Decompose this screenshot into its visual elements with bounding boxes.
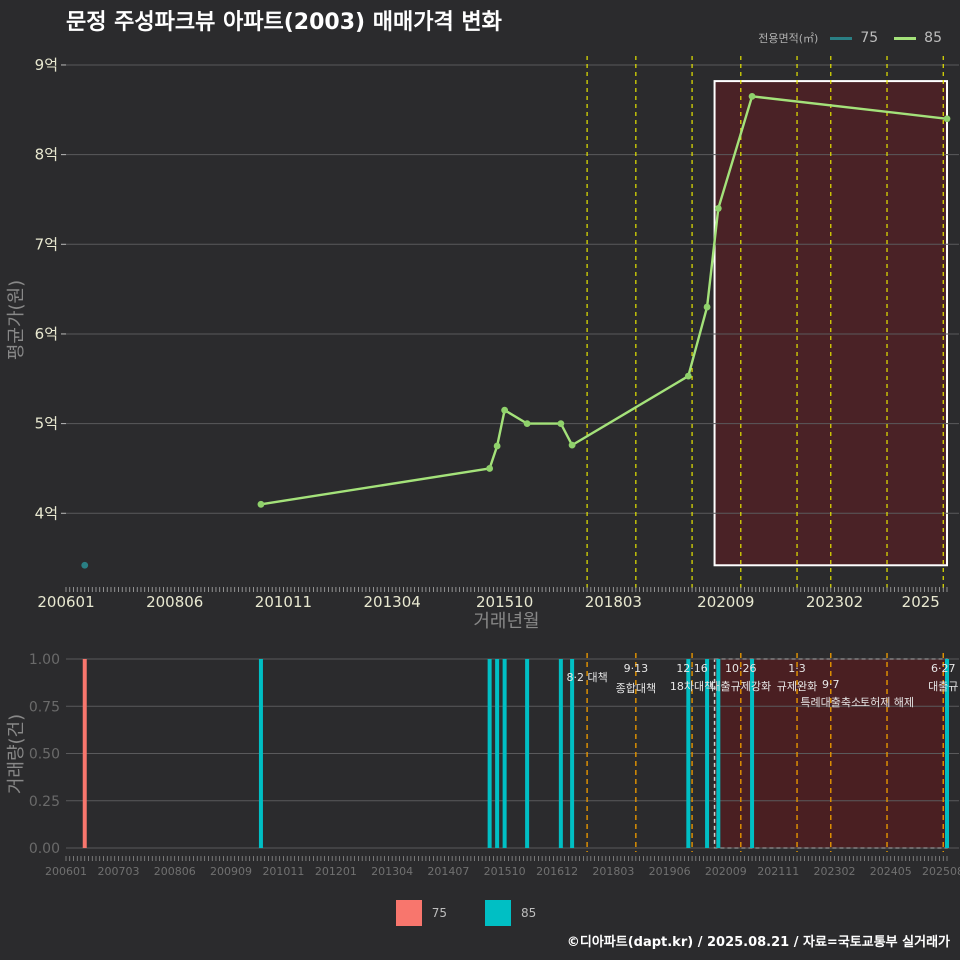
x-tick-label: 202009 bbox=[697, 593, 754, 611]
x-axis-title: 거래년월 bbox=[473, 611, 539, 632]
x-tick-label-bottom: 201011 bbox=[262, 865, 304, 878]
legend-swatch-85 bbox=[894, 36, 917, 40]
data-point-85 bbox=[493, 442, 501, 450]
x-tick-label: 200806 bbox=[146, 593, 203, 611]
y-tick-label: 9억 bbox=[35, 56, 58, 74]
bar-85 bbox=[716, 659, 721, 848]
bar-85 bbox=[945, 659, 949, 848]
policy-date: 1·3 bbox=[788, 662, 806, 675]
y-tick-label: 6억 bbox=[35, 325, 58, 343]
policy-label: 대출규 bbox=[928, 680, 958, 693]
legend-label-75: 75 bbox=[860, 30, 879, 46]
bar-85 bbox=[525, 659, 530, 848]
x-tick-label-bottom: 200806 bbox=[154, 865, 196, 878]
data-point-85 bbox=[703, 303, 711, 311]
policy-date: 6·27 bbox=[931, 662, 956, 675]
policy-label: 대출규제강화 bbox=[710, 680, 771, 693]
x-tick-label-bottom: 201201 bbox=[315, 865, 357, 878]
x-tick-label-bottom: 202302 bbox=[814, 865, 856, 878]
y-tick-label: 4억 bbox=[35, 504, 58, 522]
policy-label: 특례대출축소 bbox=[800, 696, 861, 709]
data-point-85 bbox=[714, 205, 722, 212]
x-tick-label: 201304 bbox=[364, 593, 421, 611]
x-tick-label-bottom: 200703 bbox=[97, 865, 139, 878]
policy-label: 18차대책 bbox=[670, 680, 714, 693]
bar-85 bbox=[258, 659, 263, 848]
data-point-85 bbox=[748, 92, 756, 100]
legend-title: 전용면적(㎡) bbox=[758, 32, 819, 45]
policy-label: 8·2 대책 bbox=[566, 671, 607, 684]
legend-label-85: 85 bbox=[924, 30, 942, 46]
bar-85 bbox=[487, 659, 492, 848]
y-tick-label-bottom: 0.25 bbox=[29, 794, 60, 810]
y-tick-label-bottom: 0.00 bbox=[29, 841, 60, 857]
y-tick-label-bottom: 0.75 bbox=[29, 699, 60, 715]
y-axis-title-bottom: 거래량(건) bbox=[6, 714, 27, 794]
x-tick-label-bottom: 201906 bbox=[649, 865, 691, 878]
y-tick-label-bottom: 0.50 bbox=[29, 747, 60, 763]
x-tick-label-bottom: 202111 bbox=[757, 865, 799, 878]
data-point-85 bbox=[523, 420, 531, 428]
x-tick-label-bottom: 202508 bbox=[922, 865, 960, 878]
data-point-85 bbox=[684, 372, 692, 380]
policy-label: 토허제 해제 bbox=[860, 695, 914, 709]
data-point-85 bbox=[568, 441, 576, 449]
chart-title: 문정 주성파크뷰 아파트(2003) 매매가격 변화 bbox=[66, 10, 502, 35]
bar-85 bbox=[558, 659, 563, 848]
data-point-85 bbox=[257, 500, 265, 508]
data-point-85 bbox=[486, 465, 494, 472]
bottom-legend: 75 85 bbox=[0, 900, 960, 926]
x-tick-label-bottom: 200909 bbox=[210, 865, 252, 878]
policy-date: 9·13 bbox=[624, 662, 649, 675]
data-point-85 bbox=[557, 420, 565, 428]
x-tick-label-bottom: 202009 bbox=[705, 865, 747, 878]
x-tick-label-bottom: 201803 bbox=[592, 865, 634, 878]
policy-date: 12·16 bbox=[676, 662, 708, 675]
y-tick-label: 8억 bbox=[35, 146, 58, 164]
top-legend: 전용면적(㎡) 75 85 bbox=[758, 30, 950, 46]
bottom-legend-swatch-75 bbox=[395, 900, 422, 926]
bar-75 bbox=[82, 659, 87, 848]
data-point-85 bbox=[943, 115, 951, 123]
series-line-85 bbox=[260, 95, 948, 506]
bar-85 bbox=[750, 659, 755, 848]
footer-credit: ©디아파트(dapt.kr) / 2025.08.21 / 자료=국토교통부 실… bbox=[566, 935, 950, 950]
bar-85 bbox=[686, 659, 691, 848]
x-tick-label: 200601 bbox=[37, 593, 94, 611]
y-tick-label-bottom: 1.00 bbox=[29, 652, 60, 668]
y-tick-label: 7억 bbox=[35, 235, 58, 253]
bar-85 bbox=[502, 659, 507, 848]
x-tick-label: 2025 bbox=[902, 593, 940, 611]
x-tick-label-bottom: 201304 bbox=[371, 865, 413, 878]
x-tick-label-bottom: 201407 bbox=[427, 865, 469, 878]
x-tick-label-bottom: 201510 bbox=[484, 865, 526, 878]
legend-swatch-75 bbox=[830, 36, 853, 40]
bottom-legend-swatch-85 bbox=[485, 900, 511, 926]
x-tick-label: 202302 bbox=[806, 593, 863, 611]
bottom-legend-label-85: 85 bbox=[521, 906, 537, 920]
x-tick-label: 201011 bbox=[255, 593, 312, 611]
policy-date: 9·7 bbox=[822, 678, 840, 691]
policy-label: 종합대책 bbox=[616, 682, 656, 695]
x-tick-label-bottom: 202405 bbox=[870, 865, 912, 878]
policy-date: 10·26 bbox=[725, 662, 757, 675]
bar-85 bbox=[705, 659, 710, 848]
x-tick-label: 201510 bbox=[476, 593, 533, 611]
x-tick-label: 201803 bbox=[585, 593, 642, 611]
policy-label: 규제완화 bbox=[777, 680, 817, 693]
bar-85 bbox=[495, 659, 500, 848]
bar-85 bbox=[570, 659, 575, 848]
data-point-85 bbox=[501, 406, 509, 414]
y-axis-title: 평균가(원) bbox=[6, 280, 27, 360]
data-point-75 bbox=[81, 561, 89, 569]
bottom-legend-label-75: 75 bbox=[431, 906, 447, 920]
x-tick-label-bottom: 200601 bbox=[45, 865, 87, 878]
x-tick-label-bottom: 201612 bbox=[536, 865, 578, 878]
y-tick-label: 5억 bbox=[35, 415, 58, 433]
